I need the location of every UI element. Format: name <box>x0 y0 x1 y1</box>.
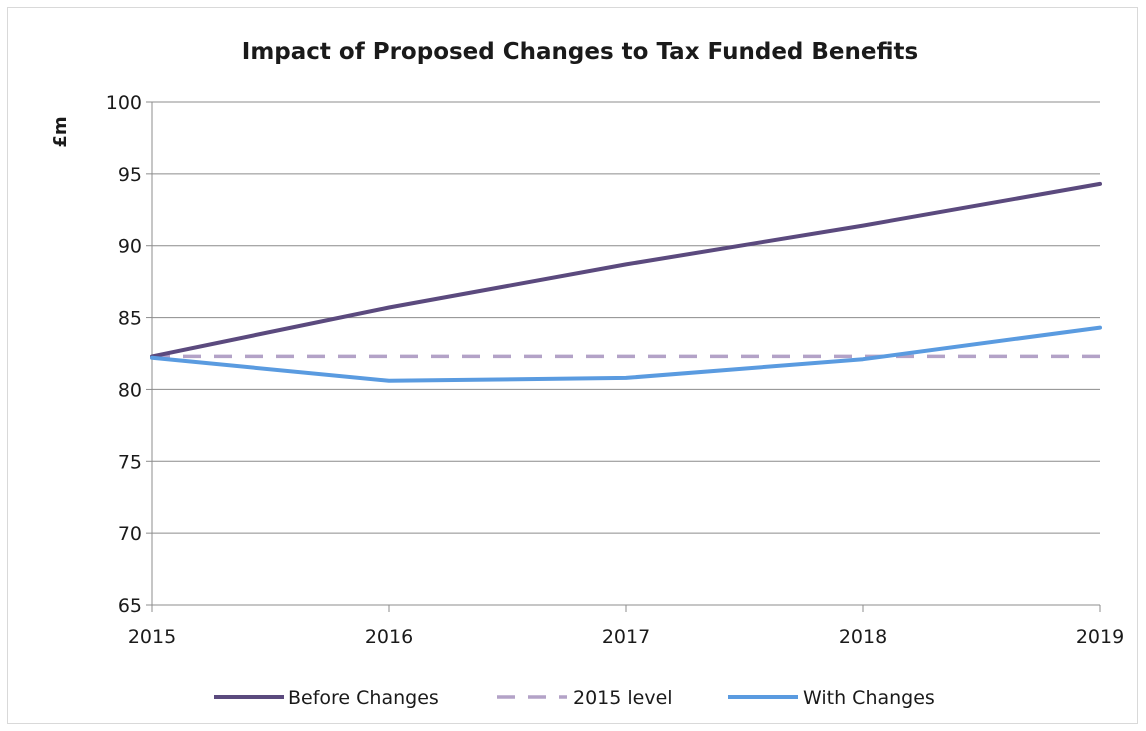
legend-label: 2015 level <box>573 687 673 709</box>
axes <box>151 102 1101 612</box>
x-tick-label: 2019 <box>1076 626 1124 648</box>
chart-title: Impact of Proposed Changes to Tax Funded… <box>242 39 918 65</box>
y-tick-label: 70 <box>118 523 142 545</box>
y-tick-label: 100 <box>106 92 142 114</box>
y-tick-label: 65 <box>118 595 142 617</box>
series-line-1 <box>150 181 1102 359</box>
y-tick-label: 95 <box>118 164 142 186</box>
x-tick-label: 2015 <box>128 626 176 648</box>
x-tick-label: 2016 <box>365 626 413 648</box>
legend: Before Changes 2015 level With Changes <box>214 687 935 709</box>
y-tick-label: 75 <box>118 451 142 473</box>
y-tick-labels: 65 70 75 80 85 90 95 100 <box>106 92 142 617</box>
y-tick-label: 85 <box>118 308 142 330</box>
x-tick-label: 2017 <box>602 626 650 648</box>
y-axis-label: £m <box>50 116 71 147</box>
x-tick-labels: 2015 2016 2017 2018 2019 <box>128 626 1124 648</box>
legend-label: With Changes <box>803 687 935 709</box>
y-tick-label: 90 <box>118 236 142 258</box>
series-line-3 <box>150 325 1102 383</box>
legend-label: Before Changes <box>288 687 439 709</box>
series-lines <box>150 181 1102 383</box>
y-tick-label: 80 <box>118 379 142 401</box>
x-tick-label: 2018 <box>839 626 887 648</box>
gridlines <box>146 101 1100 606</box>
